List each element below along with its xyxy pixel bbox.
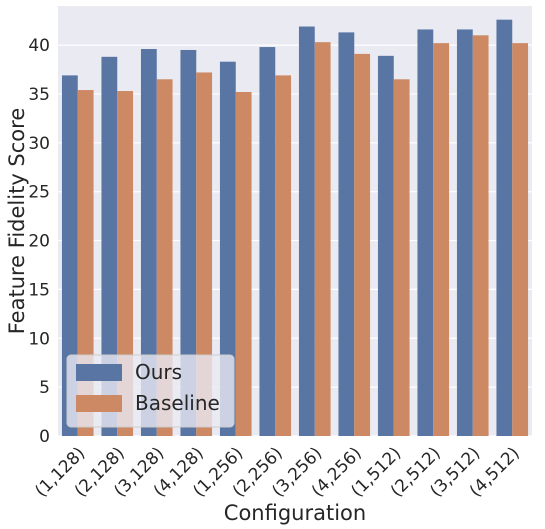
y-tick-label: 10 [28,329,50,349]
y-axis-title: Feature Fidelity Score [5,108,29,335]
y-tick-label: 25 [28,183,50,203]
y-tick-label: 35 [28,85,50,105]
y-tick-label: 5 [39,378,50,398]
bar-baseline-8 [393,79,410,436]
bar-ours-3 [180,49,197,437]
bar-ours-4 [219,61,236,437]
legend: Ours Baseline [66,354,235,428]
legend-label-ours: Ours [135,360,182,384]
bar-ours-6 [298,26,315,436]
bar-ours-10 [456,29,473,436]
y-tick-label: 30 [28,134,50,154]
bar-baseline-3 [196,72,213,437]
bars [61,19,529,437]
bar-baseline-0 [77,90,94,436]
bar-baseline-5 [275,75,292,437]
legend-swatch-ours [76,364,122,381]
y-tick-label: 0 [39,427,50,447]
bar-baseline-11 [512,43,529,437]
bar-baseline-10 [472,35,489,437]
y-tick-label: 20 [28,232,50,252]
bar-baseline-2 [156,79,173,436]
bar-baseline-9 [433,43,450,437]
bar-ours-8 [377,55,394,436]
bar-ours-1 [101,56,118,437]
bar-baseline-6 [314,42,331,437]
bar-baseline-7 [354,53,371,437]
bar-baseline-1 [117,91,134,436]
y-tick-label: 15 [28,280,50,300]
bar-ours-0 [61,75,78,437]
bar-ours-2 [140,49,157,436]
x-axis-title: Configuration [224,501,366,525]
y-tick-labels: 0 5 10 15 20 25 30 35 40 [28,36,50,447]
bar-ours-9 [417,29,434,436]
bar-ours-5 [259,47,276,436]
bar-ours-11 [496,19,513,436]
gridlines [58,44,532,437]
y-tick-label: 40 [28,36,50,56]
x-tick-labels: (1,128)(2,128)(3,128)(4,128)(1,256)(2,25… [31,443,523,501]
bar-baseline-4 [235,92,252,436]
legend-label-baseline: Baseline [135,391,220,415]
bar-ours-7 [338,32,355,437]
legend-swatch-baseline [76,395,122,412]
